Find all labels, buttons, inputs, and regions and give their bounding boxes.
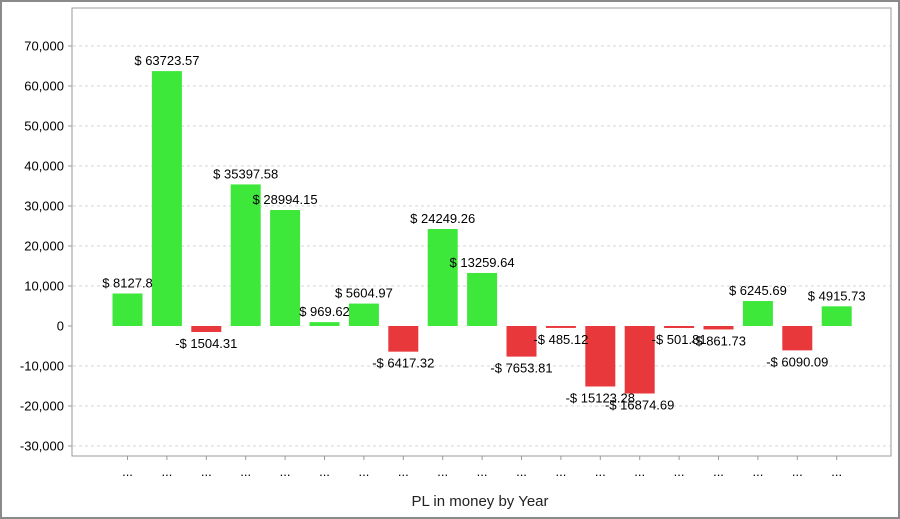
x-tick-label: ... bbox=[477, 464, 488, 479]
x-tick-label: ... bbox=[122, 464, 133, 479]
bar bbox=[624, 326, 655, 394]
x-tick-label: ... bbox=[634, 464, 645, 479]
y-tick-label: -10,000 bbox=[20, 359, 64, 374]
x-tick-label: ... bbox=[555, 464, 566, 479]
x-tick-label: ... bbox=[161, 464, 172, 479]
x-tick-label: ... bbox=[201, 464, 212, 479]
bar bbox=[270, 210, 301, 326]
plot-area-border bbox=[71, 7, 892, 457]
bar-value-label: -$ 6090.09 bbox=[766, 354, 828, 369]
bar bbox=[545, 326, 576, 328]
bar-value-label: -$ 7653.81 bbox=[490, 361, 552, 376]
bar bbox=[703, 326, 734, 330]
bar-value-label: -$ 501.81 bbox=[652, 332, 707, 347]
y-tick-label: 10,000 bbox=[24, 279, 64, 294]
x-tick-label: ... bbox=[398, 464, 409, 479]
bar bbox=[112, 293, 143, 326]
y-tick-label: 60,000 bbox=[24, 79, 64, 94]
x-tick-label: ... bbox=[595, 464, 606, 479]
x-tick-label: ... bbox=[713, 464, 724, 479]
x-tick-label: ... bbox=[240, 464, 251, 479]
bar bbox=[821, 306, 852, 326]
bar bbox=[230, 184, 261, 326]
x-tick-label: ... bbox=[516, 464, 527, 479]
bar-value-label: $ 13259.64 bbox=[450, 255, 515, 270]
bar-value-label: $ 969.62 bbox=[299, 304, 350, 319]
bar-value-label: -$ 1504.31 bbox=[175, 336, 237, 351]
bar-value-label: -$ 16874.69 bbox=[605, 397, 674, 412]
y-tick-label: -20,000 bbox=[20, 399, 64, 414]
x-tick-label: ... bbox=[792, 464, 803, 479]
bar-value-label: $ 4915.73 bbox=[808, 288, 866, 303]
bar bbox=[782, 326, 813, 351]
bar-value-label: -$ 485.12 bbox=[533, 332, 588, 347]
bar-value-label: $ 35397.58 bbox=[213, 166, 278, 181]
bar-value-label: -$ 861.73 bbox=[691, 333, 746, 348]
bar bbox=[664, 326, 695, 329]
bar bbox=[309, 322, 340, 326]
x-tick-label: ... bbox=[831, 464, 842, 479]
x-tick-label: ... bbox=[674, 464, 685, 479]
bar-value-label: $ 5604.97 bbox=[335, 286, 393, 301]
bar-value-label: -$ 6417.32 bbox=[372, 356, 434, 371]
bar-value-label: $ 63723.57 bbox=[134, 53, 199, 68]
bar bbox=[467, 272, 498, 326]
y-axis-ticks: -30,000 -20,000 -10,000 0 10,000 20,000 30,000… bbox=[20, 39, 72, 454]
gridlines bbox=[73, 45, 890, 447]
x-tick-label: ... bbox=[358, 464, 369, 479]
data-labels: $ 8127.8 $ 63723.57 -$ 1504.31 $ 35397.58 $ … bbox=[102, 53, 865, 412]
y-tick-label: 50,000 bbox=[24, 119, 64, 134]
bar bbox=[388, 326, 419, 352]
y-tick-label: 30,000 bbox=[24, 199, 64, 214]
bar-value-label: $ 8127.8 bbox=[102, 275, 153, 290]
bar bbox=[151, 71, 182, 327]
bar bbox=[427, 229, 458, 326]
bar bbox=[191, 326, 222, 333]
y-tick-label: -30,000 bbox=[20, 439, 64, 454]
x-tick-label: ... bbox=[319, 464, 330, 479]
bars bbox=[112, 71, 852, 394]
x-axis-ticks: ........................................… bbox=[122, 456, 842, 479]
bar-value-label: $ 24249.26 bbox=[410, 211, 475, 226]
y-tick-label: 0 bbox=[57, 319, 64, 334]
y-tick-label: 70,000 bbox=[24, 39, 64, 54]
y-tick-label: 20,000 bbox=[24, 239, 64, 254]
y-tick-label: 40,000 bbox=[24, 159, 64, 174]
x-tick-label: ... bbox=[437, 464, 448, 479]
bar-value-label: $ 28994.15 bbox=[253, 192, 318, 207]
x-tick-label: ... bbox=[280, 464, 291, 479]
bar bbox=[742, 301, 773, 326]
x-axis-title: PL in money by Year bbox=[411, 493, 548, 510]
bar bbox=[506, 326, 537, 357]
bar bbox=[585, 326, 616, 387]
bar bbox=[348, 303, 379, 326]
bar-value-label: -$ 15123.28 bbox=[566, 390, 635, 405]
bar-value-label: $ 6245.69 bbox=[729, 283, 787, 298]
x-tick-label: ... bbox=[752, 464, 763, 479]
